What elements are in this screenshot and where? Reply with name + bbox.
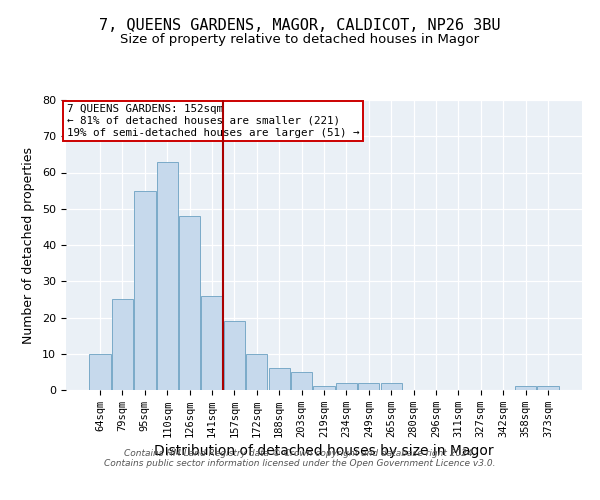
Bar <box>380 383 402 390</box>
Bar <box>246 354 268 390</box>
Text: Contains public sector information licensed under the Open Government Licence v3: Contains public sector information licen… <box>104 458 496 468</box>
Text: Size of property relative to detached houses in Magor: Size of property relative to detached ho… <box>121 32 479 46</box>
Bar <box>358 383 379 390</box>
Bar <box>134 190 155 390</box>
Bar <box>202 296 223 390</box>
Bar <box>112 300 133 390</box>
Bar <box>269 368 290 390</box>
Bar <box>515 386 536 390</box>
Text: 7 QUEENS GARDENS: 152sqm
← 81% of detached houses are smaller (221)
19% of semi-: 7 QUEENS GARDENS: 152sqm ← 81% of detach… <box>67 104 359 138</box>
Bar <box>291 372 312 390</box>
X-axis label: Distribution of detached houses by size in Magor: Distribution of detached houses by size … <box>154 444 494 458</box>
Text: Contains HM Land Registry data © Crown copyright and database right 2024.: Contains HM Land Registry data © Crown c… <box>124 448 476 458</box>
Bar <box>313 386 335 390</box>
Text: 7, QUEENS GARDENS, MAGOR, CALDICOT, NP26 3BU: 7, QUEENS GARDENS, MAGOR, CALDICOT, NP26… <box>99 18 501 32</box>
Y-axis label: Number of detached properties: Number of detached properties <box>22 146 35 344</box>
Bar <box>336 383 357 390</box>
Bar <box>89 354 111 390</box>
Bar <box>157 162 178 390</box>
Bar <box>224 321 245 390</box>
Bar <box>537 386 559 390</box>
Bar <box>179 216 200 390</box>
